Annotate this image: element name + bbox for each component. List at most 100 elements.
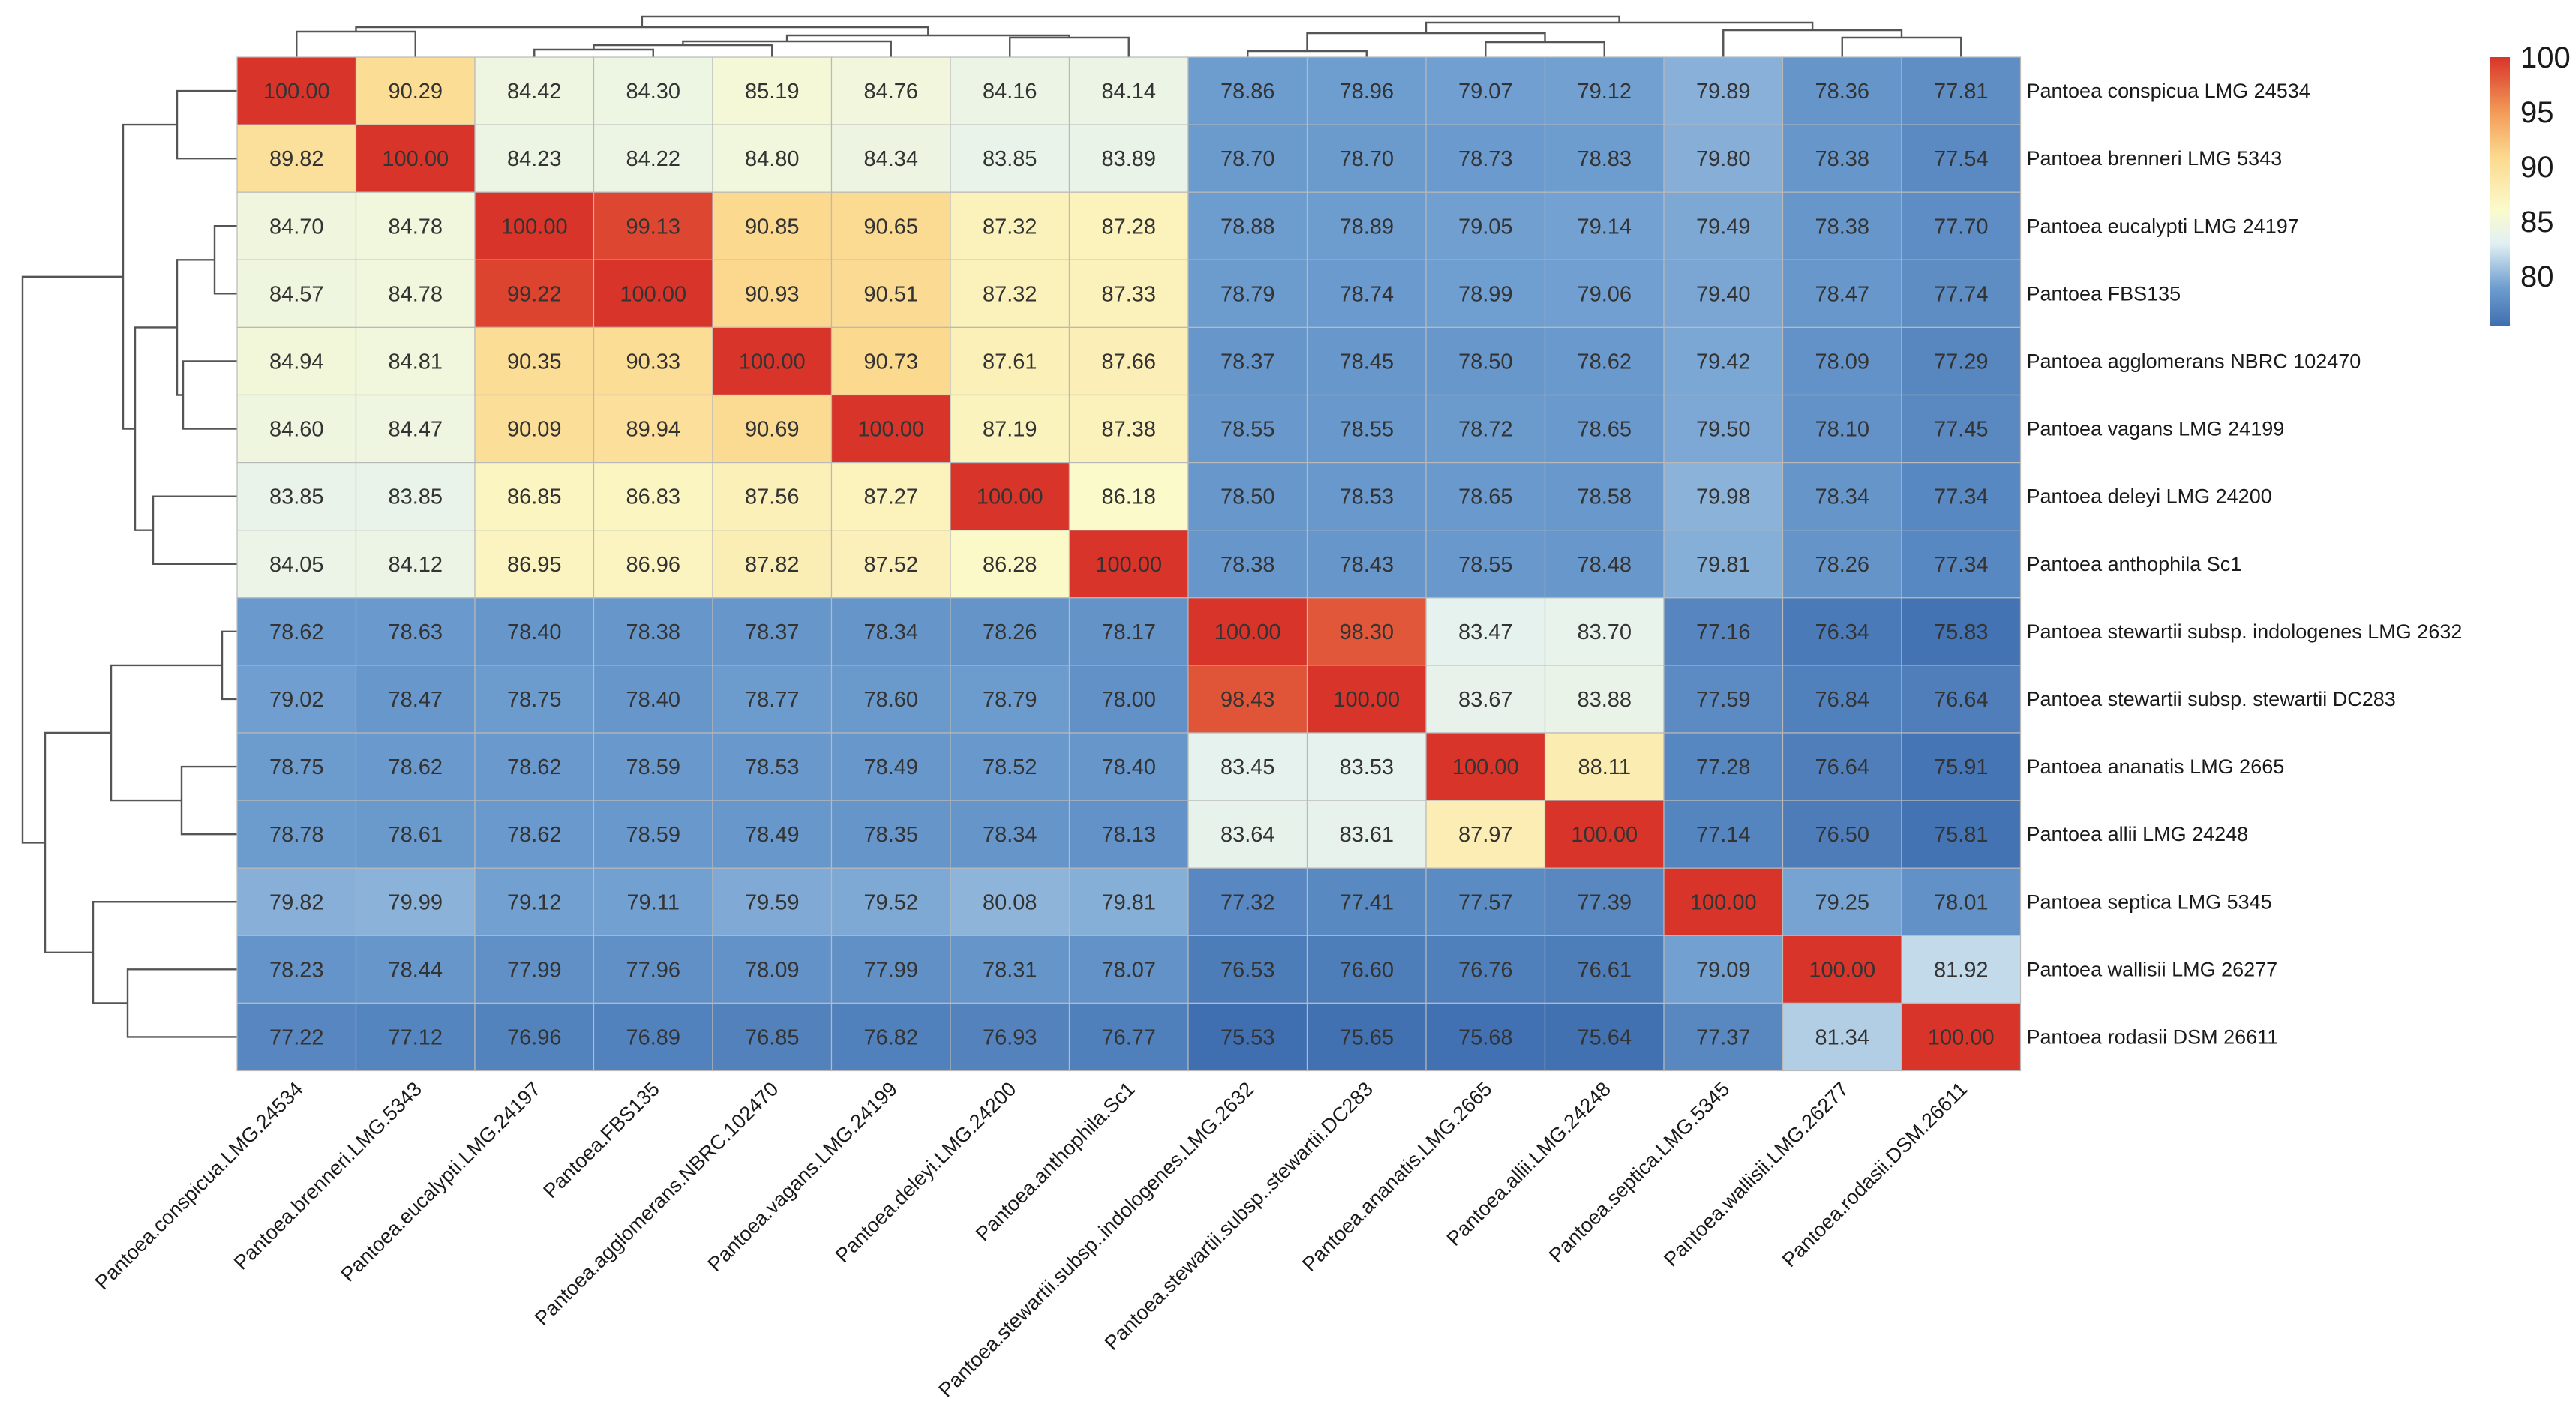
cell-value-label: 78.75 (507, 688, 562, 712)
heatmap-cell (1068, 259, 1189, 328)
heatmap-cell-labels: 100.00 90.29 84.42 84.30 85.19 84.76 84.16 84.1… (263, 80, 1995, 1049)
heatmap-cell (1901, 800, 2022, 869)
heatmap-cell (950, 935, 1070, 1004)
heatmap-cell (712, 461, 833, 531)
dendrogram-branch (180, 765, 237, 836)
cell-value-label: 77.54 (1934, 147, 1989, 171)
heatmap-cell (355, 935, 476, 1004)
cell-value-label: 99.22 (507, 282, 562, 306)
cell-value-label: 75.81 (1934, 823, 1989, 847)
heatmap-cell (1544, 665, 1665, 734)
cell-value-label: 77.14 (1696, 823, 1751, 847)
heatmap-cell (593, 597, 713, 666)
cell-value-label: 84.78 (388, 215, 443, 239)
heatmap-cell (1306, 867, 1427, 936)
row-label: Pantoea rodasii DSM 26611 (2027, 1025, 2279, 1048)
cell-value-label: 79.59 (745, 890, 800, 914)
cell-value-label: 78.40 (626, 688, 680, 712)
heatmap-cell (712, 1002, 833, 1072)
legend-tick-label: 95 (2520, 96, 2554, 129)
cell-value-label: 78.53 (1339, 485, 1394, 509)
column-label: Pantoea.FBS135 (539, 1078, 664, 1203)
cell-value-label: 83.64 (1220, 823, 1275, 847)
heatmap-cell (355, 326, 476, 396)
cell-value-label: 79.99 (388, 890, 443, 914)
cell-value-label: 77.32 (1220, 890, 1275, 914)
dendrogram-branch (182, 360, 237, 430)
cell-value-label: 98.30 (1339, 620, 1394, 644)
column-label: Pantoea.vagans.LMG.24199 (704, 1078, 902, 1276)
heatmap-cell (1306, 530, 1427, 599)
heatmap-cell (1901, 732, 2022, 801)
cell-value-label: 78.62 (388, 755, 443, 779)
cell-value-label: 77.29 (1934, 350, 1989, 374)
cell-value-label: 78.34 (863, 620, 918, 644)
heatmap-cell (474, 1002, 595, 1072)
heatmap-cell (1187, 800, 1308, 869)
cell-value-label: 78.38 (1815, 215, 1869, 239)
cell-value-label: 85.19 (745, 80, 800, 104)
row-label: Pantoea septica LMG 5345 (2027, 890, 2272, 913)
heatmap-cell (1306, 56, 1427, 125)
cell-value-label: 75.68 (1458, 1025, 1513, 1049)
heatmap-cell (593, 1002, 713, 1072)
heatmap-cell (1306, 461, 1427, 531)
heatmap-cell (355, 800, 476, 869)
heatmap-cell (1425, 530, 1546, 599)
heatmap-cell (1782, 665, 1902, 734)
heatmap-cell (1663, 191, 1784, 260)
cell-value-label: 84.47 (388, 418, 443, 442)
heatmap-cell (1187, 461, 1308, 531)
heatmap-cell (474, 124, 595, 193)
heatmap-cell (830, 935, 951, 1004)
heatmap-cell (236, 597, 357, 666)
heatmap-cell (236, 800, 357, 869)
cell-value-label: 78.35 (863, 823, 918, 847)
cell-value-label: 98.43 (1220, 688, 1275, 712)
cell-value-label: 100.00 (1214, 620, 1281, 644)
cell-value-label: 83.85 (269, 485, 324, 509)
cell-value-label: 77.34 (1934, 485, 1989, 509)
cell-value-label: 78.44 (388, 958, 443, 982)
dendrogram-branch (92, 901, 237, 1004)
heatmap-cell (355, 530, 476, 599)
heatmap-cell (1544, 461, 1665, 531)
heatmap-cell (1187, 597, 1308, 666)
cell-value-label: 87.33 (1101, 282, 1156, 306)
cell-value-label: 78.62 (1577, 350, 1632, 374)
cell-value-label: 100.00 (1571, 823, 1638, 847)
cell-value-label: 100.00 (739, 350, 806, 374)
cell-value-label: 77.16 (1696, 620, 1751, 644)
heatmap-cell (830, 1002, 951, 1072)
heatmap-cell (593, 800, 713, 869)
heatmap-cell (1068, 1002, 1189, 1072)
cell-value-label: 83.85 (388, 485, 443, 509)
cell-value-label: 100.00 (857, 418, 924, 442)
cell-value-label: 78.37 (745, 620, 800, 644)
cell-value-label: 78.43 (1339, 553, 1394, 577)
heatmap-cell (1544, 259, 1665, 328)
dendrogram-branch (641, 15, 1620, 27)
dendrogram-branch (296, 30, 416, 57)
cell-value-label: 79.12 (1577, 80, 1632, 104)
heatmap-cell (1663, 461, 1784, 531)
cell-value-label: 78.62 (507, 755, 562, 779)
cell-value-label: 84.30 (626, 80, 680, 104)
cell-value-label: 83.88 (1577, 688, 1632, 712)
cell-value-label: 90.35 (507, 350, 562, 374)
cell-value-label: 100.00 (263, 80, 330, 104)
cell-value-label: 87.32 (983, 282, 1037, 306)
cell-value-label: 76.76 (1458, 958, 1513, 982)
cell-value-label: 78.23 (269, 958, 324, 982)
row-label: Pantoea deleyi LMG 24200 (2027, 485, 2272, 508)
cell-value-label: 84.76 (863, 80, 918, 104)
heatmap-cell (1187, 935, 1308, 1004)
cell-value-label: 79.50 (1696, 418, 1751, 442)
heatmap-cell (1782, 597, 1902, 666)
heatmap-cell (474, 732, 595, 801)
cell-value-label: 78.26 (983, 620, 1037, 644)
cell-value-label: 76.60 (1339, 958, 1394, 982)
cell-value-label: 78.34 (1815, 485, 1869, 509)
dendrogram-branch (21, 275, 123, 844)
heatmap-cell (1187, 665, 1308, 734)
